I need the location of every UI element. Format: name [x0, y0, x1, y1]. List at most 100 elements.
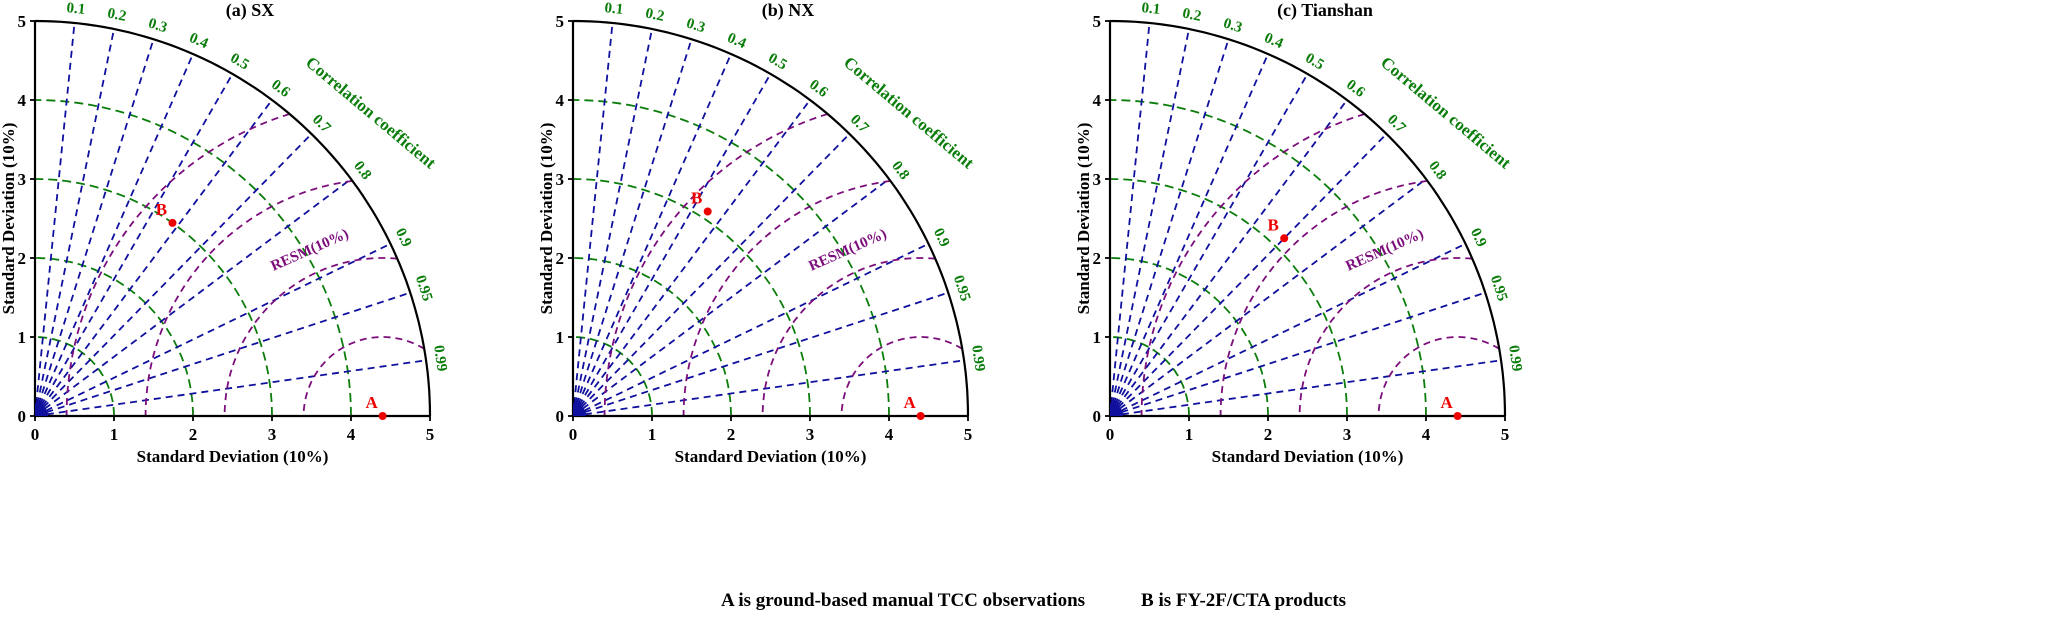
x-tick-label: 1 — [1185, 425, 1194, 444]
correlation-line — [1109, 243, 1466, 417]
correlation-axis-label: Correlation coefficient — [302, 53, 440, 173]
correlation-line — [1109, 133, 1388, 417]
correlation-line — [572, 178, 890, 417]
rms-arc — [1219, 180, 1428, 416]
y-tick-label: 2 — [18, 249, 27, 268]
std-arc — [35, 257, 194, 416]
correlation-line — [34, 38, 155, 417]
correlation-tick-label: 0.5 — [1302, 50, 1326, 73]
outer-arc — [34, 19, 432, 417]
x-tick-label: 3 — [806, 425, 815, 444]
figure-caption: A is ground-based manual TCC observation… — [0, 590, 2067, 612]
correlation-tick-label: 0.2 — [644, 6, 666, 25]
correlation-line — [34, 178, 352, 417]
y-tick-label: 0 — [556, 407, 565, 426]
correlation-line — [1109, 359, 1502, 417]
correlation-line — [34, 28, 115, 417]
correlation-tick-label: 0.9 — [1467, 226, 1490, 250]
y-tick-label: 1 — [1093, 328, 1102, 347]
correlation-axis-label: Correlation coefficient — [840, 53, 978, 173]
point-A — [1453, 412, 1462, 420]
x-axis-label: Standard Deviation (10%) — [137, 447, 329, 466]
correlation-tick-label: 0.95 — [950, 273, 973, 303]
correlation-line — [34, 291, 411, 417]
rms-arc — [302, 336, 425, 416]
correlation-line — [1109, 28, 1190, 417]
rms-arc — [223, 257, 398, 416]
rms-arc — [1377, 336, 1500, 416]
y-tick-label: 4 — [18, 91, 27, 110]
correlation-tick-label: 0.95 — [1487, 273, 1510, 303]
correlation-tick-label: 0.5 — [765, 50, 789, 73]
correlation-line — [34, 53, 194, 417]
x-tick-label: 4 — [1422, 425, 1431, 444]
rms-arc — [1298, 257, 1473, 416]
correlation-tick-label: 0.4 — [1262, 30, 1286, 52]
outer-arc — [572, 19, 970, 417]
rms-label: RESM(10%) — [1344, 226, 1427, 275]
rms-label: RESM(10%) — [269, 226, 352, 275]
correlation-line — [1109, 73, 1309, 417]
correlation-line — [1109, 53, 1269, 417]
correlation-tick-label: 0.9 — [930, 226, 953, 250]
x-tick-label: 2 — [727, 425, 736, 444]
origin-fan — [35, 403, 48, 416]
std-arc — [1109, 99, 1427, 417]
correlation-line — [572, 359, 965, 417]
taylor-panel-c: 00 1 1 2 2 3 3 4 4 5 5 0.1 0.2 0.3 0.4 0.5 0.6 0.7 0.8 0.9 0… — [1075, 0, 1525, 466]
x-tick-label: 1 — [648, 425, 657, 444]
point-label-A: A — [1440, 393, 1453, 412]
std-arc — [572, 99, 890, 417]
rms-arc — [840, 336, 963, 416]
rms-label: RESM(10%) — [807, 226, 890, 275]
std-arc — [1110, 257, 1269, 416]
y-axis-label: Standard Deviation (10%) — [0, 123, 18, 315]
correlation-tick-label: 0.2 — [106, 6, 128, 25]
y-tick-label: 2 — [556, 249, 565, 268]
correlation-line — [1109, 99, 1348, 417]
correlation-tick-label: 0.7 — [309, 112, 334, 137]
x-tick-label: 4 — [885, 425, 894, 444]
point-B — [168, 218, 177, 227]
correlation-line — [572, 291, 949, 417]
rms-arc — [682, 180, 891, 416]
correlation-line — [572, 243, 929, 417]
y-tick-label: 5 — [556, 12, 565, 31]
correlation-line — [572, 73, 772, 417]
correlation-line — [1109, 38, 1230, 417]
correlation-tick-label: 0.95 — [412, 273, 435, 303]
std-arc — [1109, 178, 1348, 417]
correlation-tick-label: 0.8 — [888, 158, 912, 183]
correlation-line — [34, 359, 427, 417]
std-arc — [573, 336, 653, 416]
correlation-line — [1109, 22, 1151, 417]
x-tick-label: 2 — [1264, 425, 1273, 444]
std-arc — [573, 257, 732, 416]
outer-arc — [1109, 19, 1507, 417]
x-axis-label: Standard Deviation (10%) — [1212, 447, 1404, 466]
correlation-tick-label: 0.2 — [1181, 6, 1203, 25]
y-tick-label: 4 — [1093, 91, 1102, 110]
y-tick-label: 2 — [1093, 249, 1102, 268]
correlation-tick-label: 0.1 — [604, 0, 624, 18]
correlation-line — [34, 99, 273, 417]
y-tick-label: 3 — [18, 170, 27, 189]
panel-title: (c) Tianshan — [1277, 0, 1373, 21]
x-tick-label: 3 — [268, 425, 277, 444]
correlation-tick-label: 0.4 — [725, 30, 749, 52]
point-A — [378, 412, 387, 420]
caption-point-b: B is FY-2F/CTA products — [1141, 590, 1347, 611]
y-tick-label: 4 — [556, 91, 565, 110]
correlation-line — [34, 133, 313, 417]
x-tick-label: 5 — [1501, 425, 1510, 444]
correlation-line — [34, 73, 234, 417]
taylor-panel-a: 00 1 1 2 2 3 3 4 4 5 5 0.1 0.2 0.3 0.4 0.5 0.6 0.7 0.8 0.9 0… — [0, 0, 450, 466]
correlation-line — [34, 22, 76, 417]
correlation-axis-label: Correlation coefficient — [1377, 53, 1515, 173]
correlation-line — [572, 133, 851, 417]
y-axis-label: Standard Deviation (10%) — [1075, 123, 1093, 315]
correlation-tick-label: 0.5 — [227, 50, 251, 73]
correlation-line — [572, 99, 811, 417]
taylor-panel-b: 00 1 1 2 2 3 3 4 4 5 5 0.1 0.2 0.3 0.4 0.5 0.6 0.7 0.8 0.9 0… — [538, 0, 988, 466]
x-tick-label: 2 — [189, 425, 198, 444]
